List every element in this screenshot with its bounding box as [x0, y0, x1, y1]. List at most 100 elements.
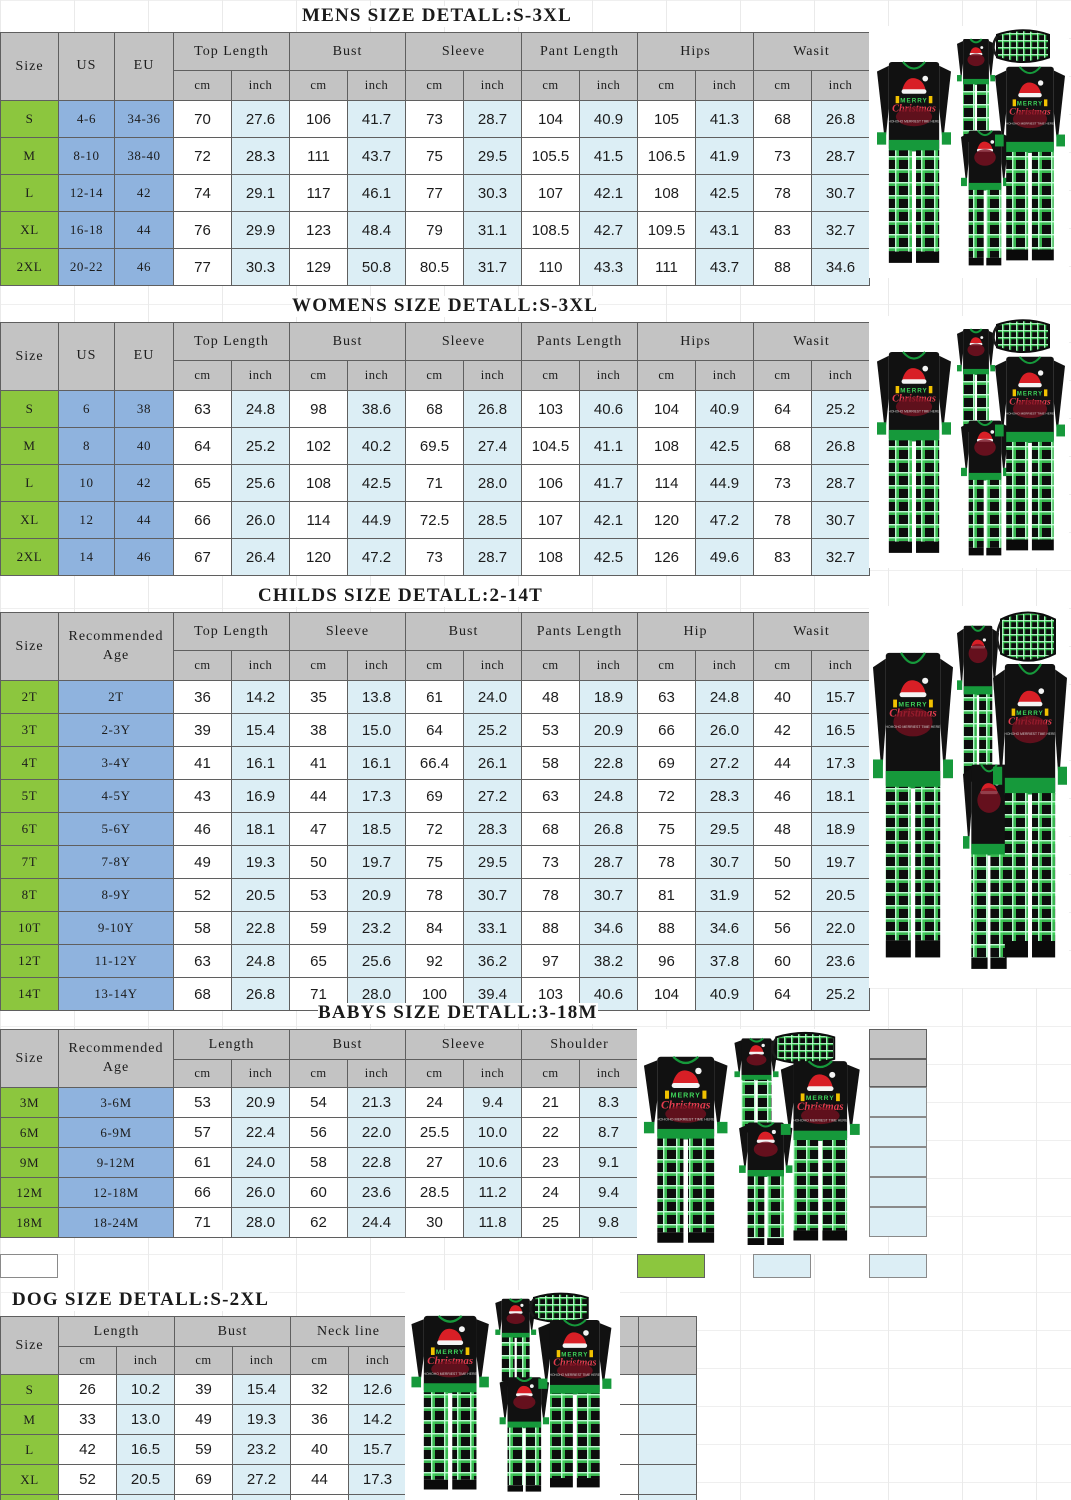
header-unit-cm: cm	[521, 70, 580, 101]
cell-cm: 126	[637, 538, 696, 576]
cell-inch: 24.0	[231, 1147, 290, 1178]
header-group-top-length: Top Length	[173, 322, 290, 361]
cell-inch: 42.1	[579, 174, 638, 212]
cell-inch: 32.7	[811, 211, 870, 249]
babys-extra-cell-1	[869, 1087, 927, 1117]
cell-inch: 30.3	[463, 174, 522, 212]
cell-inch: 10.0	[463, 1117, 522, 1148]
cell-cm: 62	[58, 1494, 117, 1500]
cell-inch: 25.6	[347, 944, 406, 978]
cell-inch: 48.4	[347, 211, 406, 249]
header-group-wasit: Wasit	[753, 32, 870, 71]
cell-id: 8	[58, 427, 115, 465]
header-group-sleeve: Sleeve	[289, 612, 406, 651]
product-photo-dog: MERRY Christmas HOHOHO MERRIEST TIME HERE …	[405, 1290, 620, 1500]
cell-cm: 40	[290, 1434, 349, 1465]
cell-cm: 88	[753, 248, 812, 286]
cell-inch: 29.5	[463, 845, 522, 879]
cell-cm: 68	[405, 390, 464, 428]
cell-cm: 69	[405, 779, 464, 813]
cell-cm: 111	[289, 137, 348, 175]
mens-table-wrap: Size US EU Top Length Bust Sleeve Pant Length H…	[0, 32, 870, 286]
cell-inch: 16.5	[116, 1434, 175, 1465]
cell-inch: 30.7	[463, 878, 522, 912]
cell-cm: 83	[753, 211, 812, 249]
header-group-hips: Hips	[637, 32, 754, 71]
cell-inch: 28.7	[463, 538, 522, 576]
cell-inch: 22.4	[231, 1117, 290, 1148]
cell-size: 6T	[0, 812, 59, 846]
cell-cm: 24	[405, 1087, 464, 1118]
table-row: 8T 8-9Y 52 20.5 53 20.9 78 30.7 78 30.7 81 31.9 52 20…	[0, 878, 870, 912]
cell-inch: 42.1	[579, 501, 638, 539]
cell-id: 8-10	[58, 137, 115, 175]
dog-title: DOG SIZE DETALL:S-2XL	[12, 1289, 270, 1311]
cell-inch: 33.1	[463, 911, 522, 945]
cell-cm: 108	[521, 538, 580, 576]
cell-cm: 73	[405, 538, 464, 576]
cell-inch: 16.1	[347, 746, 406, 780]
table-row: 3T 2-3Y 39 15.4 38 15.0 64 25.2 53 20.9 66 26.0 42 16…	[0, 713, 870, 747]
cell-cm: 58	[289, 1147, 348, 1178]
cell-inch: 42.5	[347, 464, 406, 502]
cell-inch: 19.3	[232, 1404, 291, 1435]
cell-cm: 73	[521, 845, 580, 879]
cell-cm: 79	[174, 1494, 233, 1500]
cell-size: 9M	[0, 1147, 59, 1178]
cell-inch: 22.8	[231, 911, 290, 945]
cell-cm: 52	[58, 1464, 117, 1495]
cell-cm: 106	[521, 464, 580, 502]
babys-title: BABYS SIZE DETALL:3-18M	[318, 1002, 598, 1024]
cell-cm: 108	[637, 427, 696, 465]
cell-inch: 31.1	[232, 1494, 291, 1500]
cell-cm: 49	[173, 845, 232, 879]
cell-inch: 18.9	[811, 812, 870, 846]
header-unit-cm: cm	[405, 650, 464, 681]
cell-inch: 14.2	[231, 680, 290, 714]
cell-cm: 72	[173, 137, 232, 175]
cell-inch: 26.8	[811, 100, 870, 138]
cell-cm: 54	[289, 1087, 348, 1118]
cell-id: 46	[114, 538, 174, 576]
cell-cm: 97	[521, 944, 580, 978]
babys-extra-cell-5	[869, 1207, 927, 1237]
table-row: M 8 40 64 25.2 102 40.2 69.5 27.4 104.5 41.1 108 42.…	[0, 427, 870, 465]
cell-inch: 15.4	[231, 713, 290, 747]
cell-cm: 104	[521, 100, 580, 138]
cell-inch: 18.1	[231, 812, 290, 846]
header-group-hip: Hip	[637, 612, 754, 651]
header-unit-cm: cm	[637, 70, 696, 101]
cell-cm: 66	[173, 1177, 232, 1208]
cell-size: 12T	[0, 944, 59, 978]
cell-inch: 26.8	[811, 427, 870, 465]
cell-inch: 41.9	[695, 137, 754, 175]
cell-cm: 59	[174, 1434, 233, 1465]
cell-id: 6-9M	[58, 1117, 174, 1148]
cell-cm: 80.5	[405, 248, 464, 286]
header-unit-cm: cm	[173, 360, 232, 391]
cell-inch: 15.7	[348, 1434, 407, 1465]
header-group-neck-line: Neck line	[290, 1316, 407, 1347]
header-unit-inch: inch	[695, 360, 754, 391]
cell-inch: 29.9	[231, 211, 290, 249]
header-group-top-length: Top Length	[173, 32, 290, 71]
cell-cm: 73	[753, 464, 812, 502]
cell-inch: 26.8	[231, 977, 290, 1011]
cell-empty	[638, 1374, 697, 1405]
cell-cm: 107	[521, 501, 580, 539]
header-unit-inch: inch	[811, 650, 870, 681]
cell-id: 42	[114, 464, 174, 502]
table-row: XL 12 44 66 26.0 114 44.9 72.5 28.5 107 42.1 120 47.…	[0, 501, 870, 539]
cell-size: 8T	[0, 878, 59, 912]
cell-cm: 103	[521, 390, 580, 428]
table-row: 5T 4-5Y 43 16.9 44 17.3 69 27.2 63 24.8 72 28.3 46 18…	[0, 779, 870, 813]
cell-inch: 26.0	[231, 1177, 290, 1208]
babys-extra-cell-4	[869, 1177, 927, 1207]
cell-cm: 76	[173, 211, 232, 249]
cell-cm: 47	[289, 812, 348, 846]
cell-inch: 24.8	[579, 779, 638, 813]
cell-inch: 40.9	[695, 390, 754, 428]
cell-inch: 18.9	[579, 680, 638, 714]
cell-cm: 75	[637, 812, 696, 846]
